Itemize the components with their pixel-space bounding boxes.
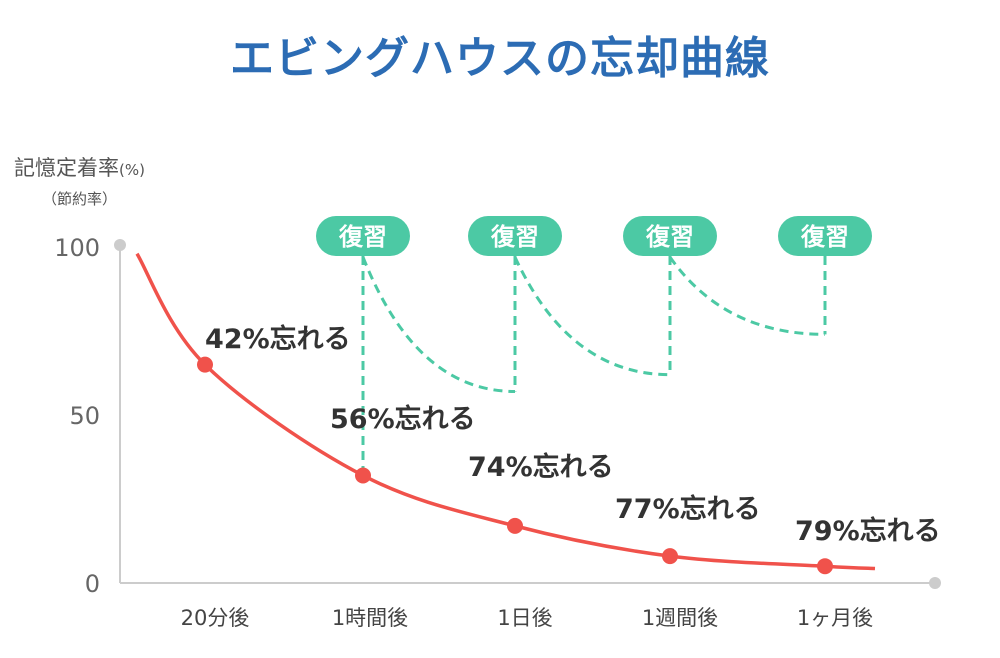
y-axis-unit: (%) [119, 161, 145, 179]
annotation-forgotten: 56%忘れる [330, 403, 476, 435]
review-badge [778, 216, 872, 256]
review-badge [623, 216, 717, 256]
review-decay-curve [361, 256, 516, 393]
annotation-forgotten: 79%忘れる [795, 515, 941, 547]
review-badge [468, 216, 562, 256]
y-axis-sublabel: （節約率） [42, 190, 118, 208]
y-tick-label: 100 [54, 234, 100, 262]
y-tick-label: 0 [85, 570, 100, 598]
annotation-forgotten: 42%忘れる [205, 323, 351, 355]
review-badge-label: 復習 [800, 223, 849, 251]
x-axis-end-dot [929, 577, 941, 589]
x-tick-label: 1週間後 [642, 606, 718, 630]
review-badge [316, 216, 410, 256]
y-axis-label-text: 記憶定着率 [14, 156, 119, 180]
annotation-forgotten: 74%忘れる [468, 451, 614, 483]
data-point [197, 356, 213, 373]
data-point [662, 548, 678, 565]
forgetting-curve-line [135, 252, 876, 571]
review-badge-label: 復習 [338, 223, 387, 251]
review-decay-curve [668, 256, 826, 336]
x-tick-label: 1時間後 [332, 606, 408, 630]
y-axis-label: 記憶定着率(%) [14, 152, 145, 182]
data-point [507, 517, 523, 534]
x-tick-label: 1日後 [497, 606, 552, 630]
x-tick-label: 20分後 [181, 606, 250, 630]
review-decay-curve [513, 256, 671, 377]
chart-title: エビングハウスの忘却曲線 [230, 33, 770, 84]
y-tick-label: 50 [69, 402, 100, 430]
review-badge-label: 復習 [490, 223, 539, 251]
data-point [817, 558, 833, 575]
data-point [355, 467, 371, 484]
y-axis-end-dot [114, 239, 126, 251]
x-tick-label: 1ヶ月後 [797, 606, 873, 630]
annotation-forgotten: 77%忘れる [615, 493, 761, 525]
review-badge-label: 復習 [645, 223, 694, 251]
